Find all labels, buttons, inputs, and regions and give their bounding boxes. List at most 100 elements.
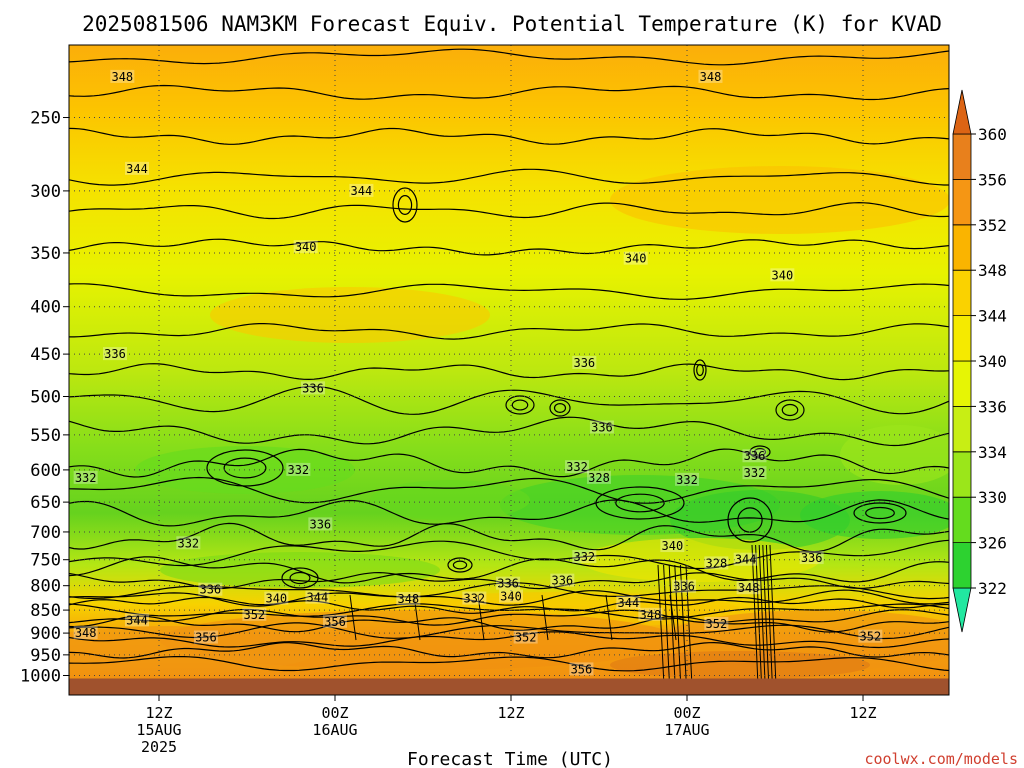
contour-line bbox=[69, 283, 949, 300]
contour-ring bbox=[727, 497, 773, 543]
contour-label-bg bbox=[264, 591, 289, 605]
contour-label: 348 bbox=[738, 581, 760, 595]
contour-label-bg bbox=[293, 240, 318, 254]
contour-label: 348 bbox=[75, 626, 97, 640]
contour-line bbox=[69, 641, 949, 659]
contour-label-bg bbox=[550, 573, 575, 587]
y-tick-label: 350 bbox=[30, 244, 61, 264]
colorbar-label: 352 bbox=[978, 216, 1007, 235]
contour-label: 340 bbox=[772, 268, 794, 282]
colorbar-label: 348 bbox=[978, 261, 1007, 280]
contour-line bbox=[69, 323, 949, 340]
y-axis: 250 300 350 400 450 500 550 600 650 700 750 800 850 9… bbox=[20, 109, 69, 687]
contour-line bbox=[69, 631, 949, 649]
contour-label: 352 bbox=[515, 631, 537, 645]
contour-label-bg bbox=[124, 161, 149, 175]
contour-label-bg bbox=[799, 551, 824, 565]
x-tick-label: 12Z bbox=[849, 704, 876, 722]
contour-label: 352 bbox=[243, 608, 265, 622]
contour-ring bbox=[696, 363, 704, 377]
contour-label: 336 bbox=[801, 551, 823, 565]
colorbar-label: 326 bbox=[978, 534, 1007, 553]
contour-label: 332 bbox=[676, 473, 698, 487]
colorbar-segment bbox=[952, 315, 972, 362]
contour-line bbox=[762, 544, 770, 687]
contour-line bbox=[69, 556, 949, 584]
contour-label: 336 bbox=[309, 517, 331, 531]
contour-label: 332 bbox=[566, 460, 588, 474]
contour-ring bbox=[392, 187, 418, 223]
contour-line bbox=[765, 544, 773, 687]
colorbar-label: 334 bbox=[978, 443, 1007, 462]
contour-line bbox=[605, 594, 613, 641]
colorbar-segment bbox=[952, 496, 972, 543]
contour-line bbox=[69, 582, 949, 600]
contour-line bbox=[69, 608, 949, 626]
contour-line bbox=[679, 564, 687, 687]
colorbar-label: 340 bbox=[978, 352, 1007, 371]
contour-label: 344 bbox=[126, 613, 148, 627]
contour-line bbox=[69, 499, 949, 527]
contour-line bbox=[69, 385, 949, 415]
contour-ring bbox=[615, 493, 665, 513]
contour-ring bbox=[452, 560, 468, 570]
y-tick-label: 850 bbox=[30, 601, 61, 621]
contour-label-bg bbox=[569, 662, 594, 676]
plot-area: 348 3483443443403403403363363363363363323… bbox=[69, 45, 949, 695]
contour-line bbox=[413, 594, 421, 641]
contour-label-bg bbox=[349, 183, 374, 197]
colorbar-label: 336 bbox=[978, 397, 1007, 416]
contour-ring bbox=[447, 557, 473, 573]
contour-ring bbox=[737, 507, 763, 533]
contour-label-bg bbox=[858, 629, 883, 643]
contour-label-bg bbox=[301, 381, 326, 395]
contour-label: 348 bbox=[111, 70, 133, 84]
contour-label-bg bbox=[198, 582, 223, 596]
contour-ring bbox=[865, 506, 895, 520]
x-tick-label: 2025 bbox=[141, 738, 177, 756]
contour-ring bbox=[775, 399, 805, 421]
color-patch bbox=[135, 446, 355, 494]
colorbar-segment bbox=[952, 542, 972, 589]
colorbar-segment bbox=[952, 360, 972, 407]
contour-line bbox=[769, 544, 777, 687]
contour-label-bg bbox=[623, 251, 648, 265]
contour-line bbox=[69, 48, 949, 66]
y-tick-label: 250 bbox=[30, 109, 61, 129]
contour-line bbox=[541, 594, 549, 641]
contour-line bbox=[69, 363, 949, 381]
contour-ring bbox=[753, 448, 767, 456]
contour-label: 336 bbox=[744, 449, 766, 463]
contour-label: 332 bbox=[287, 463, 309, 477]
colorbar-label: 356 bbox=[978, 170, 1007, 189]
x-tick-label: 17AUG bbox=[664, 721, 709, 739]
contour-label-bg bbox=[736, 581, 761, 595]
colorbar-segment bbox=[952, 133, 972, 180]
contour-label: 332 bbox=[744, 466, 766, 480]
contour-label-bg bbox=[704, 556, 729, 570]
y-tick-label: 650 bbox=[30, 493, 61, 513]
colorbar-label: 344 bbox=[978, 307, 1007, 326]
plot-frame bbox=[68, 44, 950, 696]
contour-line bbox=[755, 544, 763, 687]
color-patch bbox=[210, 287, 490, 343]
contour-label: 336 bbox=[591, 420, 613, 434]
contour-label: 336 bbox=[551, 574, 573, 588]
contour-line bbox=[758, 544, 766, 687]
colorbar-label: 322 bbox=[978, 579, 1007, 598]
x-axis-label: Forecast Time (UTC) bbox=[407, 749, 613, 768]
contour-line bbox=[349, 594, 357, 641]
contour-label-bg bbox=[565, 460, 590, 474]
contour-label: 336 bbox=[104, 347, 126, 361]
contour-label-bg bbox=[770, 268, 795, 282]
contour-label: 340 bbox=[295, 240, 317, 254]
contour-label: 356 bbox=[324, 615, 346, 629]
contour-label: 328 bbox=[706, 556, 728, 570]
contour-label-bg bbox=[496, 576, 521, 590]
colorbar-segment bbox=[952, 587, 972, 633]
contour-label-bg bbox=[589, 420, 614, 434]
contour-label: 352 bbox=[706, 617, 728, 631]
contour-ring bbox=[281, 567, 319, 589]
contour-ring bbox=[223, 457, 267, 479]
contour-label-bg bbox=[110, 69, 135, 83]
